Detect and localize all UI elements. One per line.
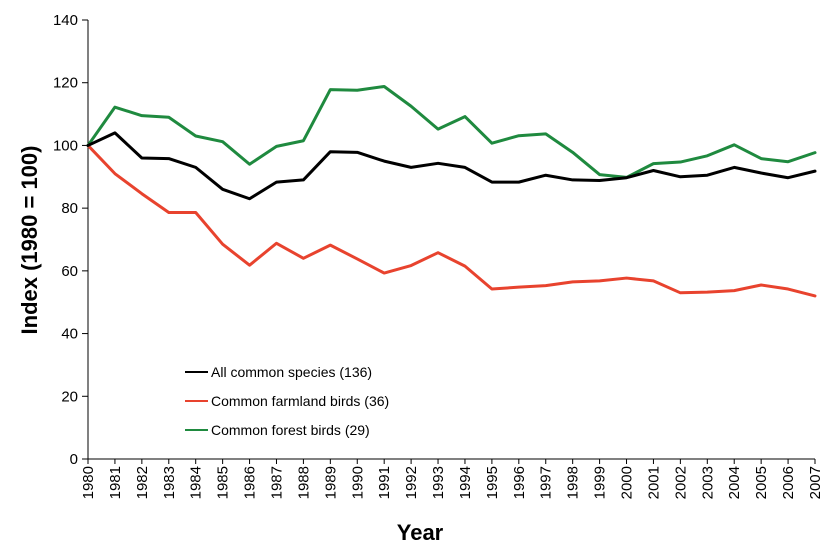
- x-tick-label: 1994: [457, 466, 474, 499]
- y-tick-label: 140: [53, 12, 78, 29]
- x-tick-label: 1987: [268, 466, 285, 499]
- y-axis: 0 20 40 60 80 100 120 140: [53, 12, 89, 468]
- y-tick-label: 20: [61, 388, 78, 405]
- series-line-1: [86, 131, 817, 201]
- x-axis: 1980 1981 1982 1983 1984 1985 1986 1987 1988 1989…: [80, 458, 824, 499]
- x-tick-label: 1980: [80, 466, 97, 499]
- x-tick-label: 1996: [511, 466, 528, 499]
- x-tick-label: 1986: [242, 466, 259, 499]
- x-tick-label: 1989: [322, 466, 339, 499]
- legend-label-2: Common farmland birds (36): [211, 393, 389, 409]
- y-tick-label: 60: [61, 263, 78, 280]
- x-tick-label: 2002: [672, 466, 689, 499]
- x-tick-label: 2006: [780, 466, 797, 499]
- x-tick-label: 2003: [699, 466, 716, 499]
- x-tick-label: 1988: [295, 466, 312, 499]
- x-tick-label: 2004: [726, 466, 743, 499]
- series-line-3: [86, 84, 817, 179]
- x-tick-label: 1991: [376, 466, 393, 499]
- legend-label-1: All common species (136): [211, 364, 372, 380]
- x-tick-label: 1992: [403, 466, 420, 499]
- series-layer: [86, 84, 817, 298]
- y-tick-label: 120: [53, 75, 78, 92]
- y-tick-label: 40: [61, 326, 78, 343]
- x-tick-label: 2001: [645, 466, 662, 499]
- legend: All common species (136) Common farmland …: [185, 364, 389, 438]
- x-tick-label: 1999: [592, 466, 609, 499]
- x-tick-label: 2005: [753, 466, 770, 499]
- y-tick-label: 100: [53, 137, 78, 154]
- x-tick-label: 1998: [565, 466, 582, 499]
- y-axis-title: Index (1980 = 100): [17, 146, 42, 335]
- x-tick-label: 1981: [107, 466, 124, 499]
- x-tick-label: 1993: [430, 466, 447, 499]
- x-tick-label: 1990: [349, 466, 366, 499]
- x-tick-label: 1995: [484, 466, 501, 499]
- x-tick-label: 1997: [538, 466, 555, 499]
- x-tick-label: 1983: [161, 466, 178, 499]
- x-tick-label: 2007: [807, 466, 824, 499]
- y-tick-label: 0: [70, 451, 78, 468]
- x-tick-label: 2000: [619, 466, 636, 499]
- y-tick-label: 80: [61, 200, 78, 217]
- x-axis-title: Year: [397, 520, 444, 545]
- x-tick-label: 1982: [134, 466, 151, 499]
- x-tick-label: 1984: [188, 466, 205, 499]
- x-tick-label: 1985: [215, 466, 232, 499]
- series-line-2: [86, 143, 817, 298]
- legend-label-3: Common forest birds (29): [211, 422, 370, 438]
